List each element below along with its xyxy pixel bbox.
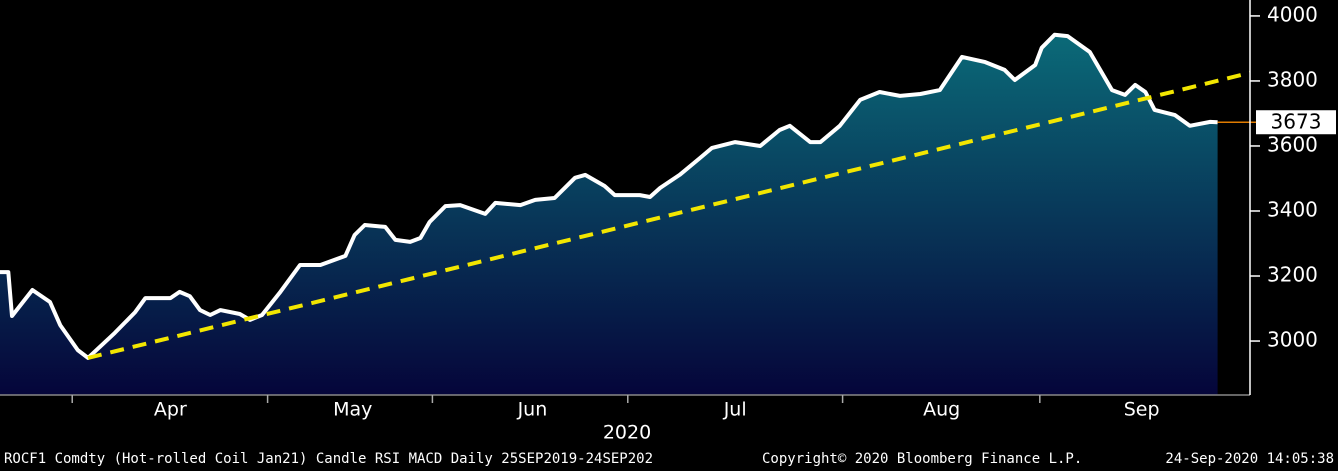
x-tick-label: May [333, 399, 372, 421]
y-tick-label: 4000 [1267, 2, 1318, 26]
footer-timestamp: 24-Sep-2020 14:05:38 [1165, 451, 1334, 467]
x-tick-label: Apr [154, 399, 187, 421]
x-tick-label: Sep [1124, 399, 1160, 421]
y-tick-label: 3400 [1267, 197, 1318, 221]
x-tick-label: Jun [517, 399, 548, 421]
area [0, 34, 1218, 396]
y-tick-label: 3000 [1267, 328, 1318, 352]
y-tick-label: 3800 [1267, 67, 1318, 91]
footer-ticker: ROCF1 Comdty (Hot-rolled Coil Jan21) Can… [4, 451, 653, 467]
x-tick-label: Aug [923, 399, 960, 421]
y-tick-label: 3600 [1267, 132, 1318, 156]
x-axis-label: 2020 [603, 422, 651, 444]
x-tick-label: Jul [723, 399, 747, 421]
price-line [0, 32, 1218, 360]
y-tick-label: 3200 [1267, 263, 1318, 287]
last-value-box [1256, 110, 1336, 135]
trend-line [87, 70, 1251, 360]
footer-copyright: Copyright© 2020 Bloomberg Finance L.P. [762, 451, 1082, 467]
last-value-label: 3673 [1271, 110, 1322, 134]
